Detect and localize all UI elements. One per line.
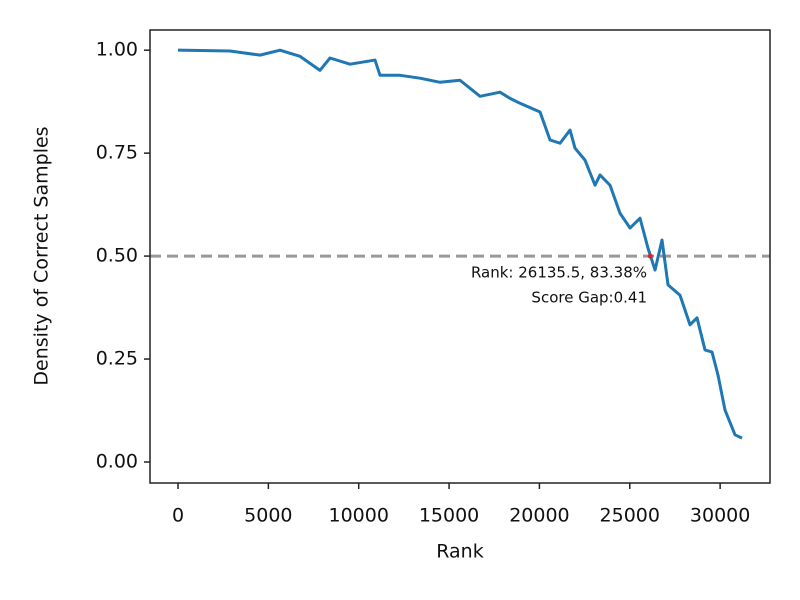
- annotation: Score Gap:0.41: [531, 289, 647, 307]
- x-tick-label: 0: [172, 505, 184, 527]
- y-tick-label: 0.00: [96, 450, 138, 472]
- x-tick-label: 20000: [509, 505, 569, 527]
- x-axis-label: Rank: [436, 541, 483, 563]
- y-tick-label: 0.75: [96, 142, 138, 164]
- annotation: Rank: 26135.5, 83.38%: [471, 264, 647, 282]
- x-tick-label: 25000: [600, 505, 660, 527]
- plot-frame: [149, 29, 771, 484]
- x-tick-label: 10000: [328, 505, 388, 527]
- highlight-point: [647, 253, 653, 259]
- data-line: [177, 48, 743, 440]
- x-tick-label: 5000: [244, 505, 292, 527]
- x-tick-label: 15000: [419, 505, 479, 527]
- y-axis-label: Density of Correct Samples: [31, 126, 53, 385]
- y-tick-label: 0.50: [96, 245, 138, 267]
- x-tick-label: 30000: [690, 505, 750, 527]
- y-tick-label: 1.00: [96, 39, 138, 61]
- y-tick-label: 0.25: [96, 348, 138, 370]
